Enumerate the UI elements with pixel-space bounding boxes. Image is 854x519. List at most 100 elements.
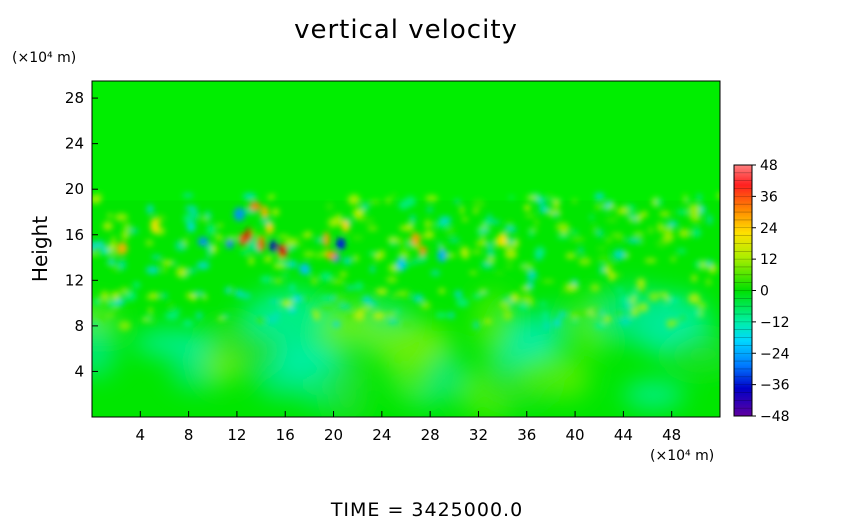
turbulent-cell — [538, 205, 550, 214]
turbulent-cell — [502, 310, 513, 321]
colorbar-tick-label: −24 — [760, 346, 790, 362]
turbulent-cell — [691, 274, 698, 282]
strong-cell — [322, 231, 330, 247]
turbulent-cell — [632, 215, 639, 224]
turbulent-cell — [185, 268, 197, 274]
turbulent-cell — [445, 226, 456, 236]
turbulent-cell — [326, 202, 333, 212]
turbulent-cell — [162, 268, 168, 272]
y-tick-label: 28 — [65, 89, 84, 107]
turbulent-cell — [215, 234, 223, 241]
turbulent-cell — [155, 215, 167, 222]
turbulent-cell — [648, 291, 660, 302]
turbulent-cell — [594, 204, 602, 210]
turbulent-cell — [260, 275, 273, 283]
colorbar-tick-label: 12 — [760, 252, 778, 268]
x-tick-label: 40 — [566, 426, 585, 444]
turbulent-cell — [168, 302, 174, 310]
chart-title: vertical velocity — [294, 15, 518, 45]
turbulent-cell — [471, 249, 483, 254]
turbulent-cell — [589, 214, 594, 220]
turbulent-cell — [599, 264, 604, 275]
turbulent-cell — [697, 301, 707, 310]
turbulent-cell — [540, 301, 547, 307]
y-axis-unit: (×10⁴ m) — [12, 50, 76, 66]
strong-cell — [260, 205, 269, 219]
turbulent-cell — [412, 294, 424, 303]
turbulent-cell — [375, 287, 389, 296]
turbulent-cell — [480, 226, 491, 235]
turbulent-cell — [108, 313, 114, 317]
turbulent-cell — [387, 236, 400, 243]
turbulent-cell — [293, 242, 306, 247]
turbulent-cell — [572, 309, 587, 318]
turbulent-cell — [319, 271, 333, 282]
turbulent-cell — [115, 297, 125, 307]
x-tick-label: 28 — [421, 426, 440, 444]
turbulent-cell — [114, 213, 128, 222]
turbulent-cell — [176, 266, 188, 278]
turbulent-cell — [431, 222, 437, 227]
turbulent-cell — [525, 281, 535, 290]
turbulent-cell — [572, 198, 577, 204]
turbulent-cell — [94, 240, 105, 249]
turbulent-cell — [247, 240, 257, 251]
strong-cell — [277, 243, 288, 258]
turbulent-cell — [661, 306, 669, 310]
turbulent-cell — [316, 251, 321, 260]
turbulent-cell — [615, 236, 626, 242]
turbulent-cell — [603, 201, 608, 212]
turbulent-cell — [173, 308, 182, 313]
turbulent-cell — [612, 249, 627, 261]
strong-cell — [257, 235, 265, 252]
turbulent-cell — [706, 214, 713, 226]
turbulent-cell — [111, 267, 122, 271]
turbulent-cell — [277, 234, 290, 239]
turbulent-cell — [591, 306, 602, 316]
turbulent-cell — [346, 285, 355, 290]
turbulent-cell — [291, 283, 296, 293]
turbulent-cell — [667, 297, 681, 305]
turbulent-cell — [189, 210, 200, 220]
turbulent-cell — [420, 301, 431, 310]
turbulent-cell — [145, 294, 160, 301]
lower-cell — [132, 328, 216, 358]
plot-frame — [91, 80, 721, 418]
strong-cell — [239, 232, 247, 246]
turbulent-cell — [717, 192, 720, 200]
strong-cell — [150, 217, 160, 234]
x-tick-label: 8 — [184, 426, 194, 444]
strong-cell — [325, 250, 337, 260]
turbulent-cell — [195, 311, 203, 320]
colorbar-ticks: 48 36 24 12 0 −12 −24 −36 −48 — [752, 158, 790, 425]
turbulent-cell — [359, 307, 372, 311]
turbulent-cell — [479, 288, 487, 294]
turbulent-cell — [438, 288, 446, 294]
turbulent-cell — [404, 196, 416, 207]
lower-cell — [664, 334, 720, 374]
colorbar-tick-label: 0 — [760, 284, 769, 300]
turbulent-cell — [454, 290, 463, 299]
turbulent-cell — [534, 220, 539, 225]
turbulent-cell — [146, 204, 154, 215]
y-tick-label: 20 — [65, 180, 84, 198]
y-axis-label: Height — [28, 216, 52, 282]
turbulent-cell — [654, 198, 663, 206]
turbulent-cell — [563, 283, 569, 288]
turbulent-cell — [619, 295, 632, 304]
turbulent-cell — [616, 209, 630, 215]
turbulent-cell — [320, 295, 332, 301]
turbulent-cell — [303, 231, 313, 238]
x-tick-label: 32 — [469, 426, 488, 444]
turbulent-cell — [343, 257, 353, 265]
lower-cell — [243, 289, 332, 343]
turbulent-cell — [240, 292, 252, 300]
turbulent-cell — [145, 265, 160, 275]
turbulent-cell — [148, 306, 153, 315]
turbulent-cell — [448, 311, 455, 319]
turbulent-cell — [221, 314, 231, 318]
turbulent-cell — [616, 310, 624, 319]
colorbar-bands — [734, 172, 752, 409]
x-tick-label: 36 — [517, 426, 536, 444]
